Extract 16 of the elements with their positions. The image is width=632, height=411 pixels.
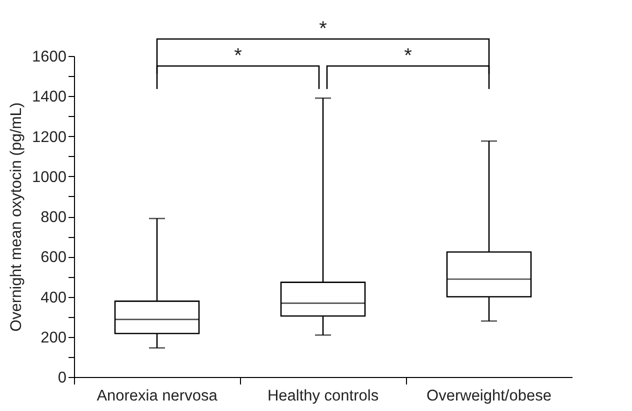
x-tick-label: Healthy controls [267, 388, 379, 404]
y-tick-label: 1600 [32, 48, 67, 66]
y-tick-label: 800 [40, 209, 67, 226]
y-tick-label: 1200 [32, 128, 67, 146]
y-tick-label: 1400 [32, 88, 67, 106]
y-axis-title: Overnight mean oxytocin (pg/mL) [8, 102, 26, 332]
y-tick-label: 200 [40, 329, 67, 346]
annotation: * [234, 45, 242, 67]
y-tick-label: 0 [58, 370, 67, 386]
y-tick-label: 1000 [32, 168, 67, 186]
y-tick-label: 600 [40, 249, 67, 266]
x-tick-label: Anorexia nervosa [96, 388, 218, 404]
y-tick-label: 400 [40, 289, 67, 306]
annotation: * [404, 45, 412, 67]
text: * [319, 18, 328, 40]
x-tick-label: Overweight/obese [426, 388, 552, 404]
